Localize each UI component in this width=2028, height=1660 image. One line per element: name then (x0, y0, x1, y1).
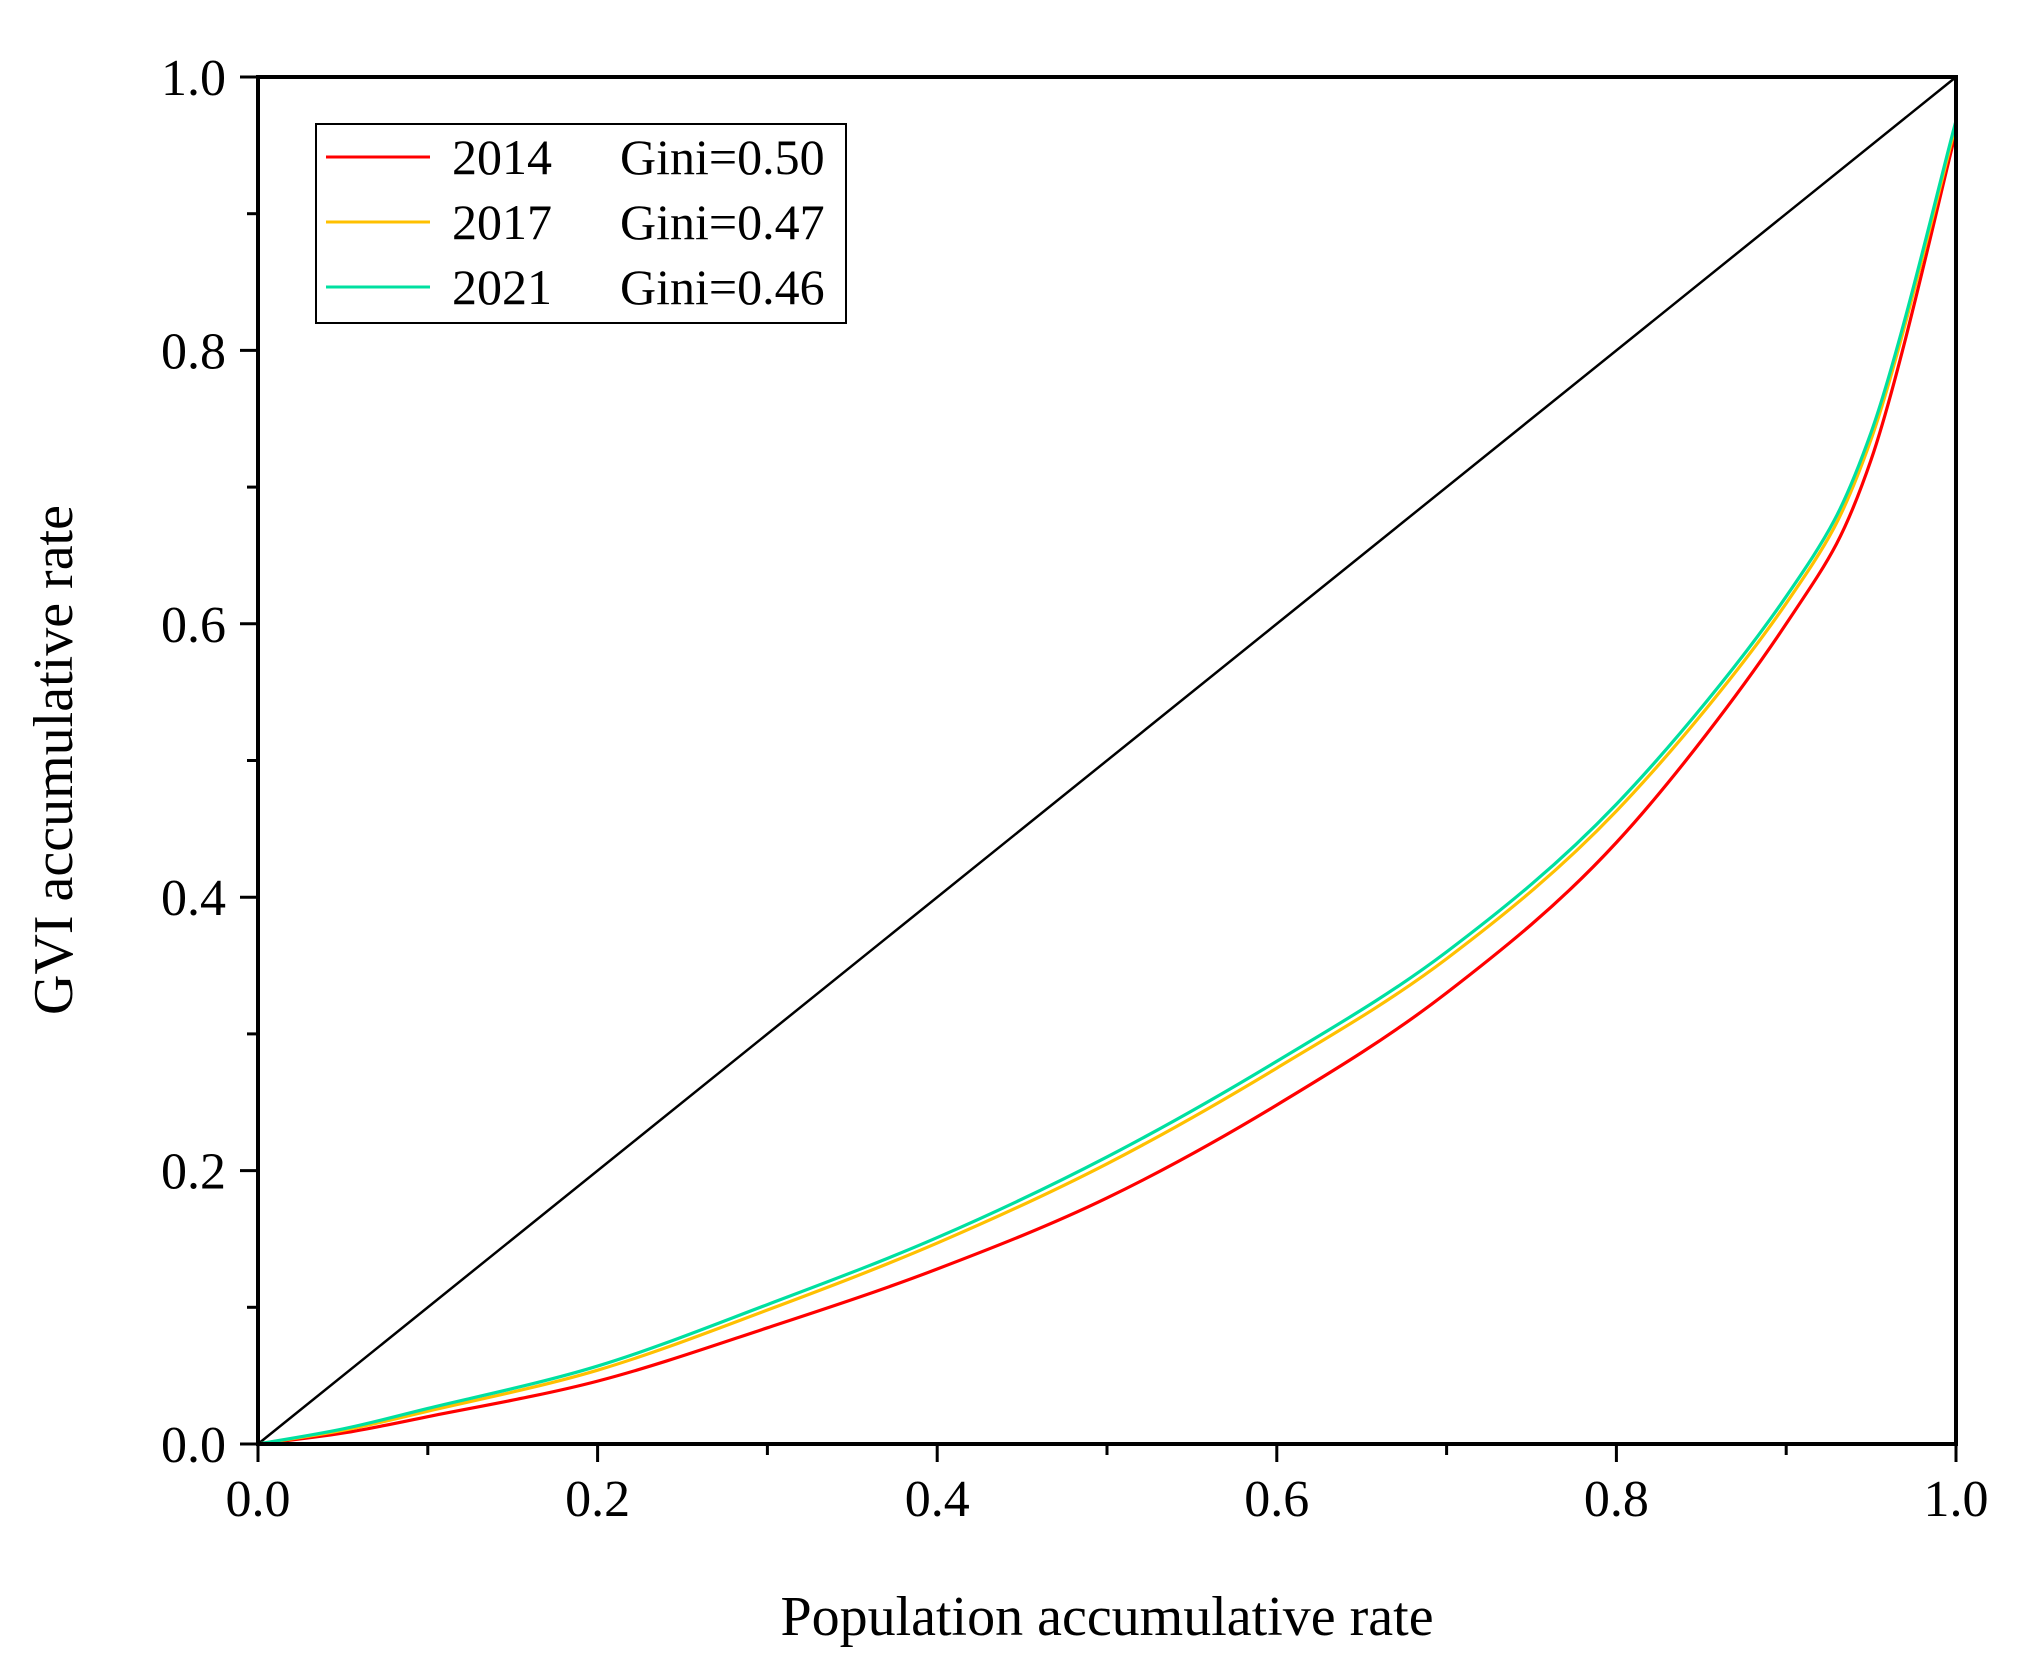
y-tick-label: 0.4 (161, 870, 226, 927)
x-tick-label: 0.4 (905, 1471, 970, 1528)
x-axis-title: Population accumulative rate (780, 1586, 1433, 1648)
x-tick-label: 0.8 (1584, 1471, 1649, 1528)
legend-gini-2014: Gini=0.50 (620, 129, 825, 185)
y-axis-title: GVI accumulative rate (23, 505, 85, 1015)
plot-lines (256, 76, 1958, 1446)
series-line-2021 (256, 119, 1958, 1446)
x-tick-label: 1.0 (1924, 1471, 1989, 1528)
series-line-2017 (256, 123, 1958, 1446)
y-tick-labels: 0.0 0.2 0.4 0.6 0.8 1.0 (161, 50, 226, 1474)
plot-frame (256, 75, 1958, 1446)
series-line-2014 (256, 130, 1958, 1446)
legend: 2014 Gini=0.50 2017 Gini=0.47 2021 Gini=0.46 (315, 123, 847, 324)
legend-label-2014: 2014 (452, 129, 552, 185)
y-tick-label: 0.8 (161, 323, 226, 380)
x-tick-labels: 0.0 0.2 0.4 0.6 0.8 1.0 (226, 1471, 1989, 1528)
legend-entries: 2014 Gini=0.50 2017 Gini=0.47 2021 Gini=0.46 (326, 129, 825, 315)
y-tick-label: 0.6 (161, 597, 226, 654)
y-tick-label: 1.0 (161, 50, 226, 107)
x-tick-label: 0.0 (226, 1471, 291, 1528)
x-tick-label: 0.6 (1244, 1471, 1309, 1528)
equality-line (257, 76, 1957, 1445)
legend-gini-2021: Gini=0.46 (620, 259, 825, 315)
y-tick-label: 0.2 (161, 1144, 226, 1201)
legend-label-2017: 2017 (452, 194, 552, 250)
legend-label-2021: 2021 (452, 259, 552, 315)
x-tick-label: 0.2 (565, 1471, 630, 1528)
legend-gini-2017: Gini=0.47 (620, 194, 825, 250)
y-tick-label: 0.0 (161, 1417, 226, 1474)
